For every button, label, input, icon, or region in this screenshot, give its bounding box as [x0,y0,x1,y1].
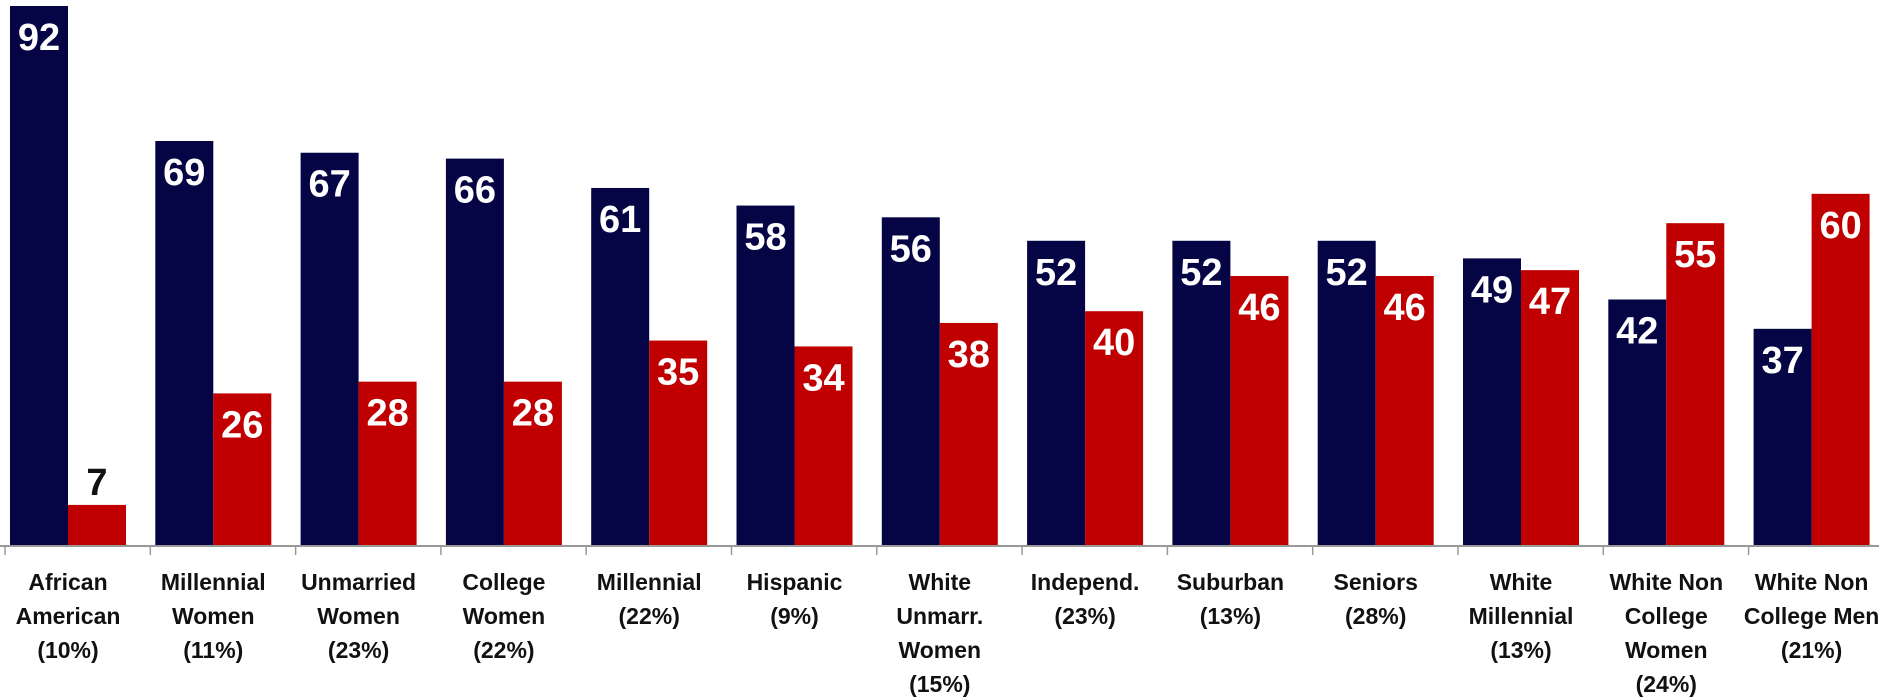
category-label: White [908,569,971,595]
bar-series-a-0 [10,6,68,546]
value-label: 35 [657,352,699,394]
value-label: 67 [308,164,350,206]
category-label: (24%) [1636,671,1697,697]
bar-series-a-11 [1608,299,1667,546]
value-label: 92 [18,17,60,59]
category-label: Women [1625,637,1708,663]
category-label: African [28,569,107,595]
category-label: White [1490,569,1553,595]
bar-series-a-7 [1027,240,1086,547]
bar-series-b-7 [1085,311,1144,546]
category-label: Unmarr. [896,603,983,629]
category-label: (22%) [473,637,534,663]
value-label: 52 [1326,252,1368,294]
value-label: 49 [1471,269,1513,311]
value-label: 28 [366,393,408,435]
value-label: 38 [948,334,990,376]
bar-series-b-3 [503,381,562,546]
category-label: (13%) [1200,603,1261,629]
value-label: 47 [1529,281,1571,323]
bars-layer [10,6,1870,547]
value-label: 7 [86,462,107,504]
category-label: (23%) [1054,603,1115,629]
category-label: Women [317,603,400,629]
value-label: 40 [1093,322,1135,364]
category-label: Millennial [597,569,702,595]
bar-series-b-8 [1230,276,1289,546]
value-label: 52 [1035,252,1077,294]
value-label: 37 [1761,340,1803,382]
value-label: 42 [1616,310,1658,352]
x-axis [0,545,1879,555]
value-label: 26 [221,404,263,446]
category-label: (28%) [1345,603,1406,629]
bar-series-b-6 [939,322,998,546]
value-label: 61 [599,199,641,241]
value-label: 60 [1819,205,1861,247]
category-label: American [16,603,121,629]
category-label: College Men [1744,603,1879,629]
bar-series-b-12 [1811,193,1870,546]
category-label: Millennial [161,569,266,595]
category-label: Women [898,637,981,663]
category-labels-layer: African American (10%) Millennial Women (11%)… [16,569,1879,697]
value-label: 52 [1180,252,1222,294]
value-label: 66 [454,170,496,212]
bar-series-a-3 [445,158,504,546]
category-label: (13%) [1490,637,1551,663]
value-label: 58 [744,217,786,259]
bar-series-b-1 [213,393,272,546]
value-label: 56 [890,228,932,270]
category-label: Independ. [1031,569,1140,595]
category-label: (10%) [37,637,98,663]
bar-series-b-5 [794,346,853,546]
category-label: Women [172,603,255,629]
category-label: (9%) [770,603,819,629]
category-label: College [1625,603,1708,629]
bar-series-a-9 [1317,240,1376,547]
value-label: 46 [1238,287,1280,329]
bar-series-a-4 [591,187,650,546]
bar-series-b-4 [649,340,708,546]
value-label: 69 [163,152,205,194]
bar-series-a-2 [300,152,359,546]
bar-series-b-0 [68,504,126,546]
bar-series-a-8 [1172,240,1231,547]
bar-series-a-6 [881,217,940,546]
bar-series-b-2 [358,381,417,546]
category-label: (15%) [909,671,970,697]
category-label: (23%) [328,637,389,663]
category-label: Seniors [1334,569,1418,595]
category-label: (22%) [619,603,680,629]
bar-series-b-10 [1521,270,1579,546]
value-labels-layer: 92 7 69 26 67 28 66 28 61 35 58 34 56 38 52 40 52 46 52 46 4… [18,17,1862,504]
category-label: (11%) [183,637,243,663]
bar-series-a-10 [1463,258,1521,546]
category-label: Suburban [1177,569,1284,595]
bar-series-a-12 [1753,328,1812,546]
bar-series-b-11 [1666,223,1725,546]
category-label: Unmarried [301,569,416,595]
bar-series-a-1 [155,141,214,546]
category-label: Millennial [1469,603,1574,629]
bar-series-b-9 [1375,276,1434,546]
value-label: 28 [512,393,554,435]
value-label: 34 [802,357,844,399]
category-label: White Non [1609,569,1723,595]
value-label: 55 [1674,234,1716,276]
category-label: (21%) [1781,637,1842,663]
category-label: College [462,569,545,595]
value-label: 46 [1384,287,1426,329]
category-label: Women [463,603,546,629]
bar-series-a-5 [736,205,795,546]
category-label: Hispanic [747,569,843,595]
category-label: White Non [1755,569,1869,595]
